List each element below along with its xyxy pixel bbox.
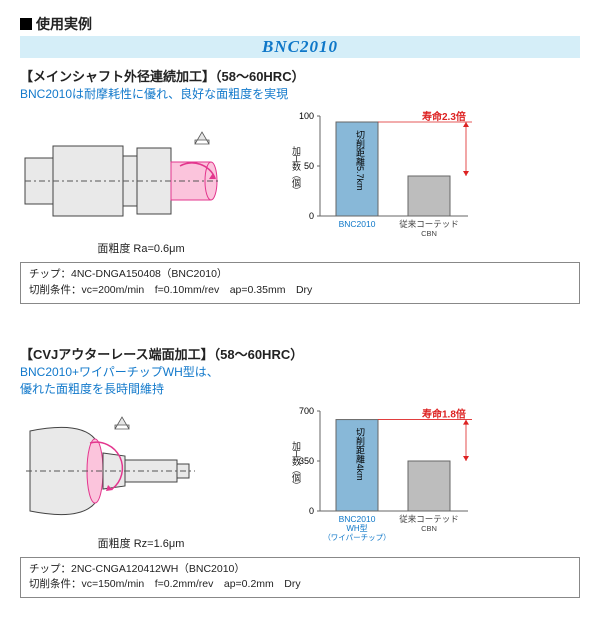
svg-text:切削距離4km: 切削距離4km: [355, 427, 365, 480]
section2-diagram: [20, 401, 250, 541]
section1-chip: チップ：4NC-DNGA150408（BNC2010）: [29, 267, 571, 283]
svg-text:BNC2010: BNC2010: [339, 219, 376, 229]
svg-text:700: 700: [299, 406, 314, 416]
section2-content: 面粗度 Rz=1.6μm 加工数（個）0350700切削距離4kmBNC2010…: [20, 401, 580, 551]
section2-cond: 切削条件：vc=150m/min f=0.2mm/rev ap=0.2mm Dr…: [29, 577, 571, 593]
section-1: 【メインシャフト外径連続加工】（58〜60HRC） BNC2010は耐摩耗性に優…: [20, 66, 580, 304]
section1-cond: 切削条件：vc=200m/min f=0.10mm/rev ap=0.35mm …: [29, 283, 571, 299]
svg-text:BNC2010: BNC2010: [339, 514, 376, 524]
header-square: [20, 18, 32, 30]
svg-text:50: 50: [304, 161, 314, 171]
svg-text:100: 100: [299, 111, 314, 121]
cvj-diagram-svg: [20, 401, 250, 541]
section1-heading: 【メインシャフト外径連続加工】（58〜60HRC）: [20, 66, 580, 85]
svg-text:CBN: CBN: [421, 524, 437, 533]
section1-subtitle: BNC2010は耐摩耗性に優れ、良好な面粗度を実現: [20, 85, 580, 102]
section2-subtitle: BNC2010+ワイパーチップWH型は、 優れた面粗度を長時間維持: [20, 363, 580, 397]
svg-text:（ワイパーチップ）: （ワイパーチップ）: [323, 533, 390, 542]
svg-text:従来コーテッド: 従来コーテッド: [399, 219, 459, 229]
section1-chart: 加工数（個）050100切削距離5.7kmBNC2010従来コーテッドCBN寿命…: [268, 106, 478, 256]
svg-text:0: 0: [309, 211, 314, 221]
svg-text:切削距離5.7km: 切削距離5.7km: [355, 130, 365, 191]
section2-infobox: チップ：2NC-CNGA120412WH（BNC2010） 切削条件：vc=15…: [20, 557, 580, 599]
section2-chart: 加工数（個）0350700切削距離4kmBNC2010WH型（ワイパーチップ）従…: [268, 401, 478, 551]
section1-diagram: [20, 106, 250, 246]
section1-left: 面粗度 Ra=0.6μm: [20, 106, 262, 256]
svg-text:寿命1.8倍: 寿命1.8倍: [422, 407, 466, 420]
section2-heading: 【CVJアウターレース端面加工】（58〜60HRC）: [20, 344, 580, 363]
svg-text:0: 0: [309, 506, 314, 516]
section2-sub-l1: BNC2010+ワイパーチップWH型は、: [20, 365, 219, 379]
svg-text:寿命2.3倍: 寿命2.3倍: [422, 110, 466, 123]
svg-text:従来コーテッド: 従来コーテッド: [399, 514, 459, 524]
shaft-diagram-svg: [20, 106, 250, 246]
section-2: 【CVJアウターレース端面加工】（58〜60HRC） BNC2010+ワイパーチ…: [20, 344, 580, 599]
svg-text:CBN: CBN: [421, 229, 437, 238]
section2-chip: チップ：2NC-CNGA120412WH（BNC2010）: [29, 562, 571, 578]
page: 使用実例 BNC2010 【メインシャフト外径連続加工】（58〜60HRC） B…: [0, 0, 600, 626]
header-title: 使用実例: [36, 14, 92, 34]
section2-left: 面粗度 Rz=1.6μm: [20, 401, 262, 551]
product-band: BNC2010: [20, 36, 580, 58]
svg-text:WH型: WH型: [346, 524, 367, 533]
header: 使用実例: [20, 14, 580, 34]
section1-content: 面粗度 Ra=0.6μm 加工数（個）050100切削距離5.7kmBNC201…: [20, 106, 580, 256]
section1-infobox: チップ：4NC-DNGA150408（BNC2010） 切削条件：vc=200m…: [20, 262, 580, 304]
section2-sub-l2: 優れた面粗度を長時間維持: [20, 382, 164, 396]
